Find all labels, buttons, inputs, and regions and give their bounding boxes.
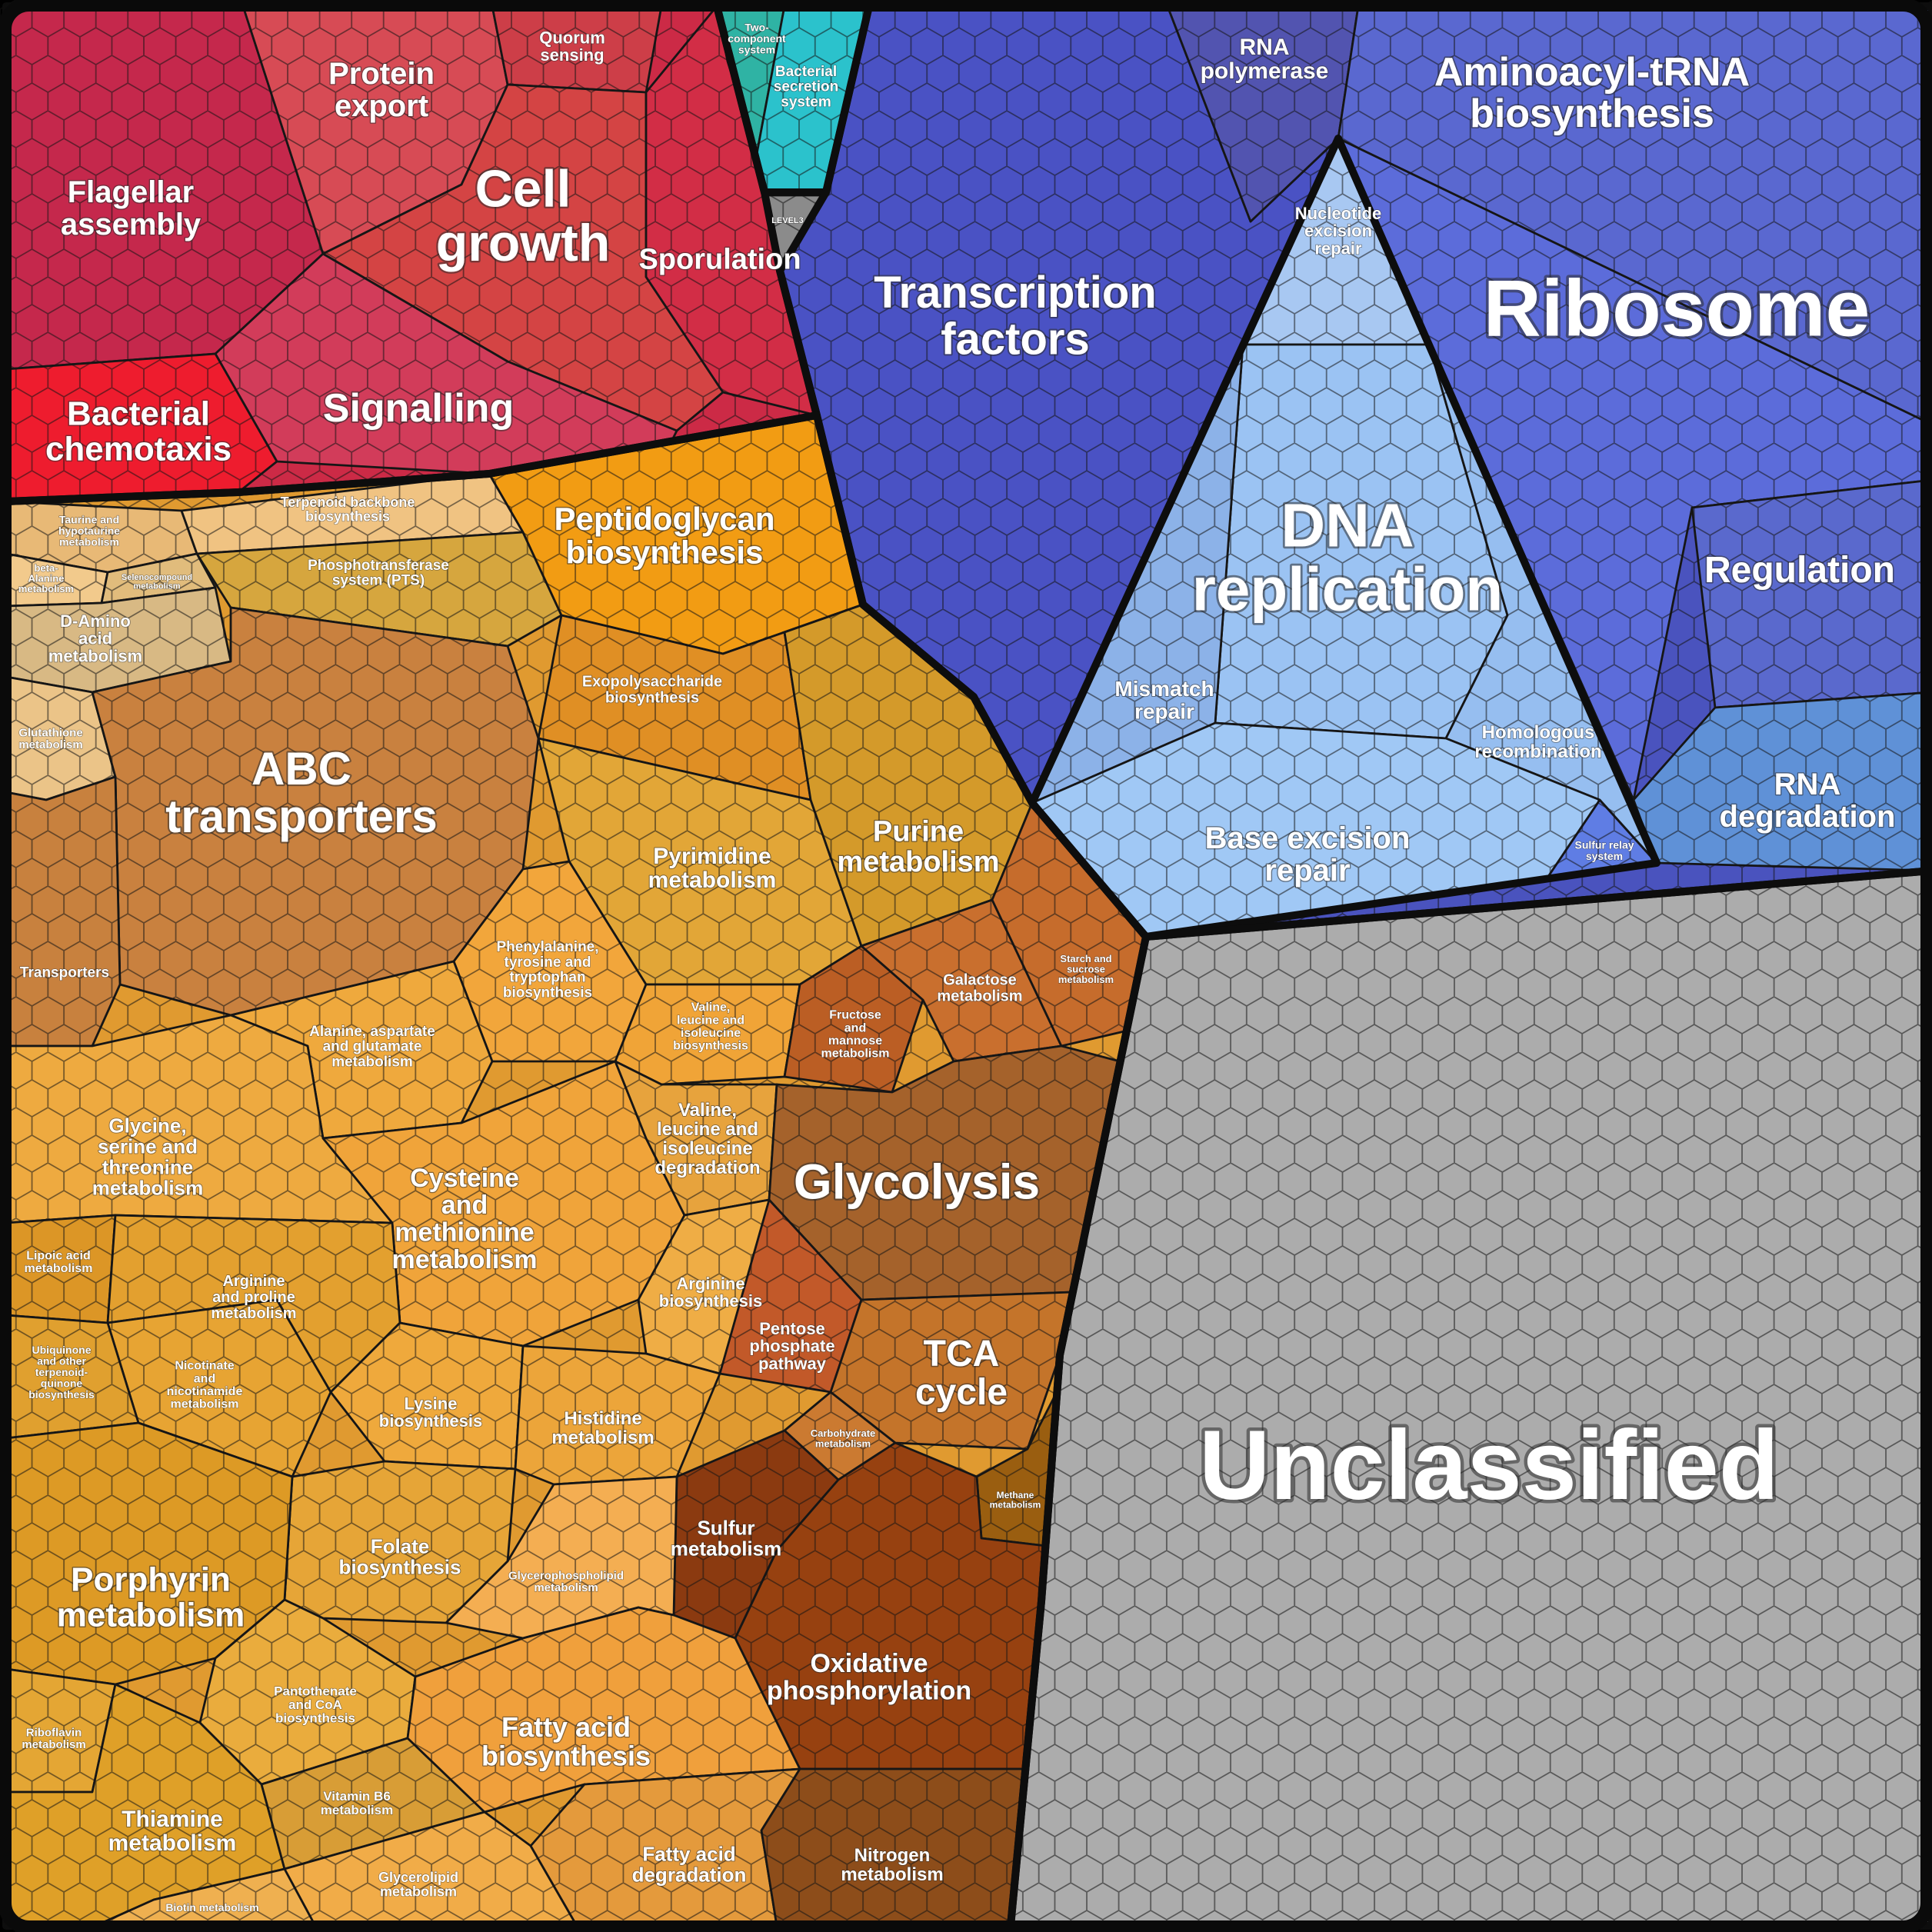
label-carbohydrate-metabolism: Carbohydrate metabolism — [811, 1427, 876, 1450]
label-beta-alanine: beta-Alanine metabolism — [18, 562, 74, 595]
label-galactose: Galactose metabolism — [937, 972, 1022, 1005]
label-base-excision-repair: Base excision repair — [1205, 821, 1411, 888]
label-sulfur-metabolism: Sulfur metabolism — [671, 1517, 782, 1561]
label-fatty-acid-degradation: Fatty acid degradation — [632, 1843, 747, 1887]
label-oxidative-phosphorylation: Oxidative phosphorylation — [767, 1649, 971, 1705]
label-quorum-sensing: Quorum sensing — [539, 28, 605, 65]
label-transcription-factors: Transcription factors — [874, 268, 1156, 364]
region-unclassified[interactable] — [1009, 869, 1932, 1927]
label-glycerophospholipid: Glycerophospholipid metabolism — [508, 1569, 624, 1594]
label-riboflavin: Riboflavin metabolism — [22, 1726, 85, 1751]
label-glutathione: Glutathione metabolism — [18, 726, 82, 751]
label-selenocompound: Selenocompound metabolism — [122, 573, 192, 591]
label-bacterial-secretion-system: Bacterial secretion system — [774, 64, 838, 111]
label-unclassified: Unclassified — [1199, 1411, 1779, 1521]
label-signalling: Signalling — [323, 386, 514, 431]
label-pentose-phosphate: Pentose phosphate pathway — [749, 1319, 834, 1374]
label-rna-degradation: RNA degradation — [1720, 768, 1896, 834]
label-nicotinate: Nicotinate and nicotinamide metabolism — [167, 1360, 243, 1411]
label-pantothenate-coa: Pantothenate and CoA biosynthesis — [274, 1684, 357, 1725]
label-cell-growth: Cell growth — [436, 159, 611, 272]
label-homologous-recombination: Homologous recombination — [1474, 722, 1601, 762]
label-taurine-hypotaurine: Taurine and hypotaurine metabolism — [58, 513, 120, 548]
label-sulfur-relay-system: Sulfur relay system — [1574, 839, 1634, 863]
label-glycerolipid: Glycerolipid metabolism — [378, 1870, 458, 1900]
label-cysteine-methionine: Cysteine and methionine metabolism — [392, 1164, 538, 1274]
label-lipoic-acid: Lipoic acid metabolism — [25, 1249, 93, 1275]
label-sporulation: Sporulation — [638, 243, 801, 275]
label-arginine-biosynthesis: Arginine biosynthesis — [659, 1274, 762, 1311]
label-alanine-asp-glu: Alanine, aspartate and glutamate metabolis… — [309, 1024, 435, 1071]
label-level3: LEVEL3 — [771, 216, 804, 225]
label-bacterial-chemotaxis: Bacterial chemotaxis — [45, 395, 232, 468]
label-peptidoglycan: Peptidoglycan biosynthesis — [554, 501, 774, 571]
label-fatty-acid-biosynthesis: Fatty acid biosynthesis — [481, 1711, 651, 1771]
label-transporters: Transporters — [20, 965, 109, 981]
label-nucleotide-excision-repair: Nucleotide excision repair — [1295, 204, 1381, 258]
label-d-amino-acid: D-Amino acid metabolism — [48, 611, 142, 666]
label-histidine: Histidine metabolism — [551, 1408, 654, 1448]
label-terpenoid-backbone: Terpenoid backbone biosynthesis — [281, 495, 415, 525]
label-valine-leu-iso-biosynthesis: Valine, leucine and isoleucine biosynthesis — [673, 1001, 748, 1053]
label-arginine-proline: Arginine and proline metabolism — [211, 1273, 296, 1322]
label-abc-transporters: ABC transporters — [165, 743, 437, 842]
label-purine: Purine metabolism — [837, 816, 999, 879]
label-fructose-mannose: Fructose and mannose metabolism — [821, 1009, 890, 1061]
label-pts-system: Phosphotransferase system (PTS) — [308, 558, 449, 589]
label-nitrogen-metabolism: Nitrogen metabolism — [841, 1845, 943, 1885]
label-mismatch-repair: Mismatch repair — [1114, 677, 1214, 723]
label-tca-cycle: TCA cycle — [915, 1334, 1008, 1413]
label-vitamin-b6: Vitamin B6 metabolism — [321, 1789, 393, 1817]
label-starch-sucrose: Starch and sucrose metabolism — [1058, 953, 1114, 985]
label-biotin: Biotin metabolism — [165, 1901, 258, 1914]
label-glycolysis: Glycolysis — [794, 1154, 1040, 1209]
label-glycine-ser-thr: Glycine, serine and threonine metabolism — [92, 1114, 204, 1200]
label-aminoacyl-trna-biosynthesis: Aminoacyl-tRNA biosynthesis — [1434, 50, 1750, 136]
label-exopolysaccharide: Exopolysaccharide biosynthesis — [582, 674, 722, 707]
label-protein-export: Protein export — [328, 57, 435, 123]
label-thiamine: Thiamine metabolism — [108, 1807, 237, 1856]
label-valine-leu-iso-degradation: Valine, leucine and isoleucine degradation — [655, 1100, 760, 1178]
label-folate-biosynthesis: Folate biosynthesis — [339, 1535, 461, 1579]
label-dna-replication: DNA replication — [1192, 491, 1504, 623]
label-methane-metabolism: Methane metabolism — [990, 1490, 1041, 1510]
label-porphyrin-metabolism: Porphyrin metabolism — [57, 1561, 245, 1634]
label-regulation: Regulation — [1704, 550, 1895, 591]
region-transporters[interactable] — [5, 775, 122, 1048]
label-two-component-system: Two-component system — [728, 21, 786, 55]
label-rna-polymerase: RNA polymerase — [1201, 35, 1329, 84]
label-lysine-biosynthesis: Lysine biosynthesis — [379, 1394, 482, 1431]
label-flagellar-assembly: Flagellar assembly — [61, 175, 202, 242]
label-ubiquinone: Ubiquinone and other terpenoid-quinone bios… — [28, 1344, 95, 1401]
label-ribosome: Ribosome — [1484, 264, 1870, 353]
label-pyrimidine: Pyrimidine metabolism — [648, 844, 777, 893]
region-regulation[interactable] — [1690, 478, 1932, 709]
label-phenylalanine-tyr-trp: Phenylalanine, tyrosine and tryptophan bios… — [496, 939, 598, 1001]
